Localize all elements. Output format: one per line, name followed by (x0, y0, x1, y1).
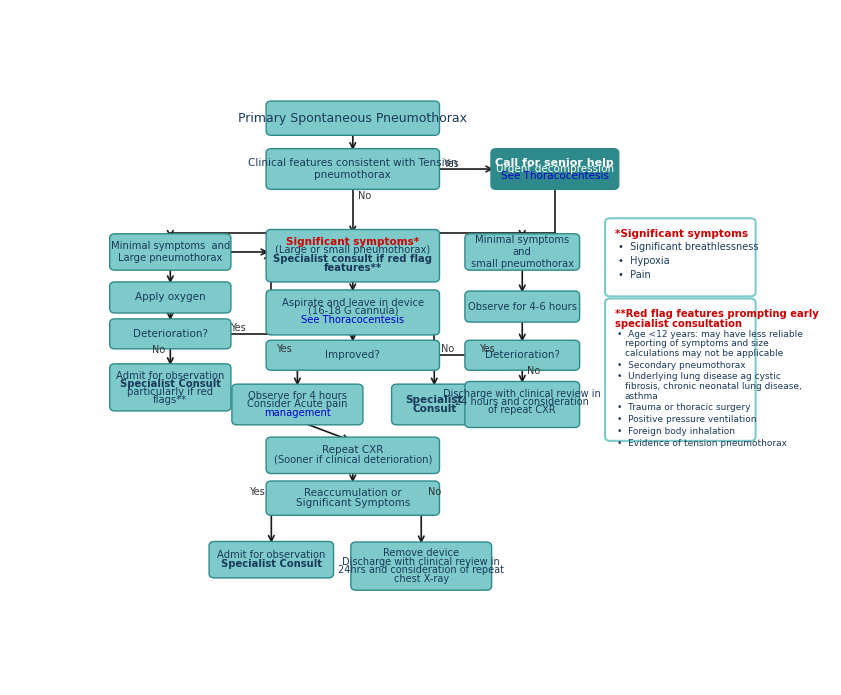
FancyBboxPatch shape (465, 341, 579, 370)
Text: Discharge with clinical review in: Discharge with clinical review in (342, 557, 500, 567)
Text: •  Hypoxia: • Hypoxia (618, 256, 669, 265)
Text: Urgent decompression: Urgent decompression (496, 164, 614, 174)
Text: No: No (152, 345, 165, 355)
Text: See Thoracocentesis: See Thoracocentesis (501, 171, 609, 181)
Text: Minimal symptoms  and
Large pneumothorax: Minimal symptoms and Large pneumothorax (111, 241, 230, 263)
Text: Improved?: Improved? (325, 350, 380, 360)
Text: •  Age <12 years: may have less reliable: • Age <12 years: may have less reliable (616, 329, 802, 338)
Text: No: No (358, 191, 371, 201)
Text: Consider Acute pain: Consider Acute pain (247, 400, 347, 409)
FancyBboxPatch shape (351, 542, 492, 590)
Text: Yes: Yes (442, 158, 458, 169)
Text: *Significant symptoms: *Significant symptoms (616, 229, 748, 239)
Text: fibrosis, chronic neonatal lung disease,: fibrosis, chronic neonatal lung disease, (625, 382, 801, 391)
FancyBboxPatch shape (266, 101, 440, 136)
Text: See Thoracocentesis: See Thoracocentesis (301, 315, 405, 325)
FancyBboxPatch shape (266, 481, 440, 515)
Text: Minimal symptoms
and
small pneumothorax: Minimal symptoms and small pneumothorax (471, 236, 574, 268)
Text: No: No (427, 486, 441, 497)
FancyBboxPatch shape (392, 384, 477, 425)
FancyBboxPatch shape (232, 384, 363, 425)
FancyBboxPatch shape (109, 234, 231, 270)
Text: flags**: flags** (153, 395, 188, 404)
Text: (Large or small pneumothorax): (Large or small pneumothorax) (275, 245, 431, 255)
FancyBboxPatch shape (465, 234, 579, 270)
FancyBboxPatch shape (491, 149, 619, 189)
Text: (16-18 G cannula): (16-18 G cannula) (308, 306, 398, 316)
Text: •  Evidence of tension pneumothorax: • Evidence of tension pneumothorax (616, 439, 787, 448)
Text: Discharge with clinical review in: Discharge with clinical review in (443, 389, 601, 399)
Text: asthma: asthma (625, 392, 659, 400)
Text: calculations may not be applicable: calculations may not be applicable (625, 349, 783, 358)
FancyBboxPatch shape (605, 299, 755, 441)
FancyBboxPatch shape (605, 218, 755, 296)
Text: Yes: Yes (230, 323, 246, 334)
Text: Specialist Consult: Specialist Consult (119, 379, 221, 389)
Text: Specialist Consult: Specialist Consult (221, 559, 322, 569)
Text: Observe for 4-6 hours: Observe for 4-6 hours (468, 302, 577, 311)
Text: Reaccumulation or: Reaccumulation or (304, 489, 402, 498)
Text: Admit for observation: Admit for observation (217, 550, 325, 560)
FancyBboxPatch shape (266, 290, 440, 335)
Text: Significant Symptoms: Significant Symptoms (296, 498, 410, 508)
Text: Significant symptoms*: Significant symptoms* (286, 237, 420, 247)
Text: Yes: Yes (249, 486, 265, 497)
FancyBboxPatch shape (109, 282, 231, 313)
Text: •  Underlying lung disease ag cystic: • Underlying lung disease ag cystic (616, 373, 780, 382)
Text: chest X-ray: chest X-ray (394, 575, 449, 584)
Text: 24hrs and consideration of repeat: 24hrs and consideration of repeat (338, 566, 505, 575)
Text: **Red flag features prompting early: **Red flag features prompting early (616, 309, 819, 319)
Text: Yes: Yes (479, 344, 495, 354)
Text: Deterioration?: Deterioration? (484, 350, 560, 360)
Text: Deterioration?: Deterioration? (133, 329, 208, 339)
FancyBboxPatch shape (109, 363, 231, 411)
Text: Primary Spontaneous Pneumothorax: Primary Spontaneous Pneumothorax (238, 112, 468, 124)
Text: Repeat CXR: Repeat CXR (322, 445, 383, 455)
Text: Yes: Yes (277, 344, 292, 354)
Text: Consult: Consult (412, 404, 457, 414)
Text: •  Foreign body inhalation: • Foreign body inhalation (616, 427, 735, 436)
Text: Call for senior help: Call for senior help (495, 158, 614, 167)
Text: Remove device: Remove device (383, 548, 459, 557)
Text: management: management (264, 407, 331, 418)
Text: •  Positive pressure ventilation: • Positive pressure ventilation (616, 415, 756, 424)
Text: particularly if red: particularly if red (127, 386, 214, 397)
FancyBboxPatch shape (209, 541, 334, 578)
FancyBboxPatch shape (266, 229, 440, 282)
Text: No: No (527, 366, 541, 376)
Text: reporting of symptoms and size: reporting of symptoms and size (625, 339, 769, 348)
Text: specialist consultation: specialist consultation (616, 319, 743, 329)
Text: •  Pain: • Pain (618, 270, 651, 279)
FancyBboxPatch shape (266, 437, 440, 473)
Text: of repeat CXR: of repeat CXR (489, 405, 556, 415)
Text: •  Trauma or thoracic surgery: • Trauma or thoracic surgery (616, 403, 750, 412)
Text: Apply oxygen: Apply oxygen (135, 293, 205, 302)
Text: (Sooner if clinical deterioration): (Sooner if clinical deterioration) (273, 455, 432, 465)
Text: No: No (441, 344, 454, 354)
Text: Admit for observation: Admit for observation (116, 370, 225, 381)
Text: •  Significant breathlessness: • Significant breathlessness (618, 242, 759, 252)
FancyBboxPatch shape (109, 319, 231, 349)
FancyBboxPatch shape (266, 149, 440, 189)
Text: •  Secondary pneumothorax: • Secondary pneumothorax (616, 361, 745, 370)
Text: Aspirate and leave in device: Aspirate and leave in device (282, 298, 424, 308)
Text: Clinical features consistent with Tension
pneumothorax: Clinical features consistent with Tensio… (248, 158, 458, 180)
Text: 24 hours and consideration: 24 hours and consideration (455, 397, 590, 407)
FancyBboxPatch shape (266, 341, 440, 370)
FancyBboxPatch shape (465, 291, 579, 322)
Text: features**: features** (324, 263, 382, 273)
Text: Specialist consult if red flag: Specialist consult if red flag (273, 254, 432, 265)
Text: Specialist: Specialist (405, 395, 463, 405)
Text: Observe for 4 hours: Observe for 4 hours (248, 391, 346, 402)
FancyBboxPatch shape (465, 382, 579, 427)
